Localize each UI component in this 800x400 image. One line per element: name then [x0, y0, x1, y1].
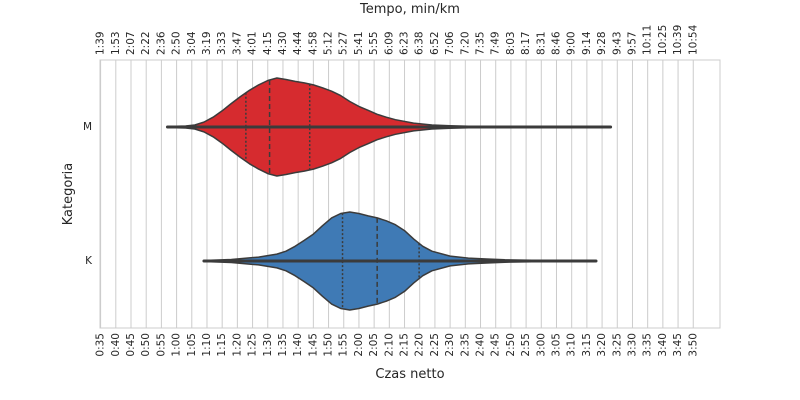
bottom-tick-label: 2:30 — [444, 333, 456, 357]
bottom-tick-label: 1:30 — [262, 333, 274, 357]
bottom-tick-label: 0:35 — [95, 333, 107, 357]
top-tick-label: 5:41 — [353, 31, 365, 55]
bottom-tick-label: 0:40 — [110, 333, 122, 357]
bottom-tick-label: 2:45 — [490, 333, 502, 357]
y-axis-title: Kategoria — [61, 163, 76, 226]
top-tick-label: 5:27 — [338, 31, 350, 55]
top-tick-label: 2:36 — [155, 31, 167, 55]
bottom-tick-label: 1:20 — [231, 333, 243, 357]
bottom-tick-label: 0:55 — [155, 333, 167, 357]
bottom-tick-label: 1:35 — [277, 333, 289, 357]
bottom-tick-label: 3:30 — [626, 333, 638, 357]
x-axis-title: Czas netto — [375, 367, 444, 382]
bottom-tick-label: 2:35 — [459, 333, 471, 357]
top-tick-label: 3:47 — [231, 31, 243, 55]
top-tick-label: 4:01 — [247, 31, 259, 55]
bottom-tick-label: 3:35 — [642, 333, 654, 357]
top-tick-label: 10:25 — [657, 25, 669, 55]
bottom-tick-label: 3:05 — [550, 333, 562, 357]
bottom-tick-label: 3:15 — [581, 333, 593, 357]
bottom-tick-label: 3:40 — [657, 333, 669, 357]
top-tick-label: 9:14 — [581, 31, 593, 55]
top-tick-label: 7:20 — [459, 31, 471, 55]
bottom-tick-label: 0:45 — [125, 333, 137, 357]
bottom-tick-label: 3:25 — [611, 333, 623, 357]
bottom-tick-label: 2:05 — [368, 333, 380, 357]
top-axis-title: Tempo, min/km — [359, 2, 460, 17]
bottom-tick-label: 1:05 — [186, 333, 198, 357]
bottom-tick-label: 2:20 — [414, 333, 426, 357]
bottom-tick-label: 2:25 — [429, 333, 441, 357]
top-tick-label: 10:54 — [687, 24, 699, 55]
bottom-tick-label: 3:10 — [566, 333, 578, 357]
y-tick-label-K: K — [85, 255, 93, 267]
top-tick-label: 2:50 — [171, 31, 183, 55]
top-tick-label: 1:39 — [95, 31, 107, 55]
top-tick-label: 2:07 — [125, 31, 137, 55]
top-tick-label: 4:44 — [292, 31, 304, 55]
y-tick-labels: MK — [83, 121, 93, 267]
top-tick-label: 7:49 — [490, 31, 502, 55]
top-tick-label: 9:57 — [626, 31, 638, 55]
top-tick-label: 1:53 — [110, 31, 122, 55]
top-tick-label: 9:43 — [611, 31, 623, 55]
bottom-tick-labels: 0:35 0:40 0:45 0:50 0:55 1:00 1:05 1:10 1:15 1:20… — [95, 333, 700, 357]
bottom-tick-label: 2:40 — [475, 333, 487, 357]
top-tick-label: 4:58 — [307, 31, 319, 55]
bottom-tick-label: 1:45 — [307, 333, 319, 357]
top-tick-label: 6:38 — [414, 31, 426, 55]
top-tick-label: 4:15 — [262, 31, 274, 55]
bottom-tick-label: 3:00 — [535, 333, 547, 357]
violins — [165, 77, 613, 311]
top-tick-label: 7:35 — [475, 31, 487, 55]
bottom-tick-label: 2:15 — [399, 333, 411, 357]
top-tick-label: 4:30 — [277, 31, 289, 55]
bottom-tick-label: 2:00 — [353, 333, 365, 357]
bottom-tick-label: 1:15 — [216, 333, 228, 357]
bottom-tick-label: 3:20 — [596, 333, 608, 357]
top-tick-label: 9:28 — [596, 31, 608, 55]
bottom-tick-label: 1:50 — [323, 333, 335, 357]
bottom-tick-label: 2:50 — [505, 333, 517, 357]
plot-frame — [99, 59, 721, 329]
top-tick-label: 6:23 — [399, 31, 411, 55]
y-tick-label-M: M — [83, 121, 92, 133]
bottom-tick-label: 0:50 — [140, 333, 152, 357]
top-tick-label: 6:09 — [383, 31, 395, 55]
top-tick-label: 2:22 — [140, 31, 152, 55]
top-tick-label: 3:33 — [216, 31, 228, 55]
top-tick-label: 8:31 — [535, 31, 547, 55]
bottom-tick-label: 1:40 — [292, 333, 304, 357]
violin-M — [165, 77, 613, 177]
top-tick-label: 6:52 — [429, 31, 441, 55]
top-tick-label: 3:04 — [186, 31, 198, 55]
bottom-tick-label: 3:45 — [672, 333, 684, 357]
top-tick-label: 5:55 — [368, 31, 380, 55]
top-tick-label: 8:03 — [505, 31, 517, 55]
top-tick-label: 8:17 — [520, 31, 532, 55]
top-tick-label: 8:46 — [550, 31, 562, 55]
top-tick-label: 3:19 — [201, 31, 213, 55]
top-tick-label: 5:12 — [323, 31, 335, 55]
top-tick-label: 10:39 — [672, 25, 684, 55]
bottom-tick-label: 2:55 — [520, 333, 532, 357]
bottom-tick-label: 3:50 — [687, 333, 699, 357]
top-tick-label: 7:06 — [444, 31, 456, 55]
top-tick-label: 9:00 — [566, 31, 578, 55]
bottom-tick-label: 2:10 — [383, 333, 395, 357]
bottom-tick-label: 1:25 — [247, 333, 259, 357]
bottom-tick-label: 1:55 — [338, 333, 350, 357]
violin-K — [202, 211, 598, 311]
top-tick-label: 10:11 — [642, 25, 654, 55]
bottom-tick-label: 1:00 — [171, 333, 183, 357]
bottom-tick-label: 1:10 — [201, 333, 213, 357]
top-tick-labels: 1:39 1:53 2:07 2:22 2:36 2:50 3:04 3:19 3:33 3:47… — [95, 24, 700, 55]
